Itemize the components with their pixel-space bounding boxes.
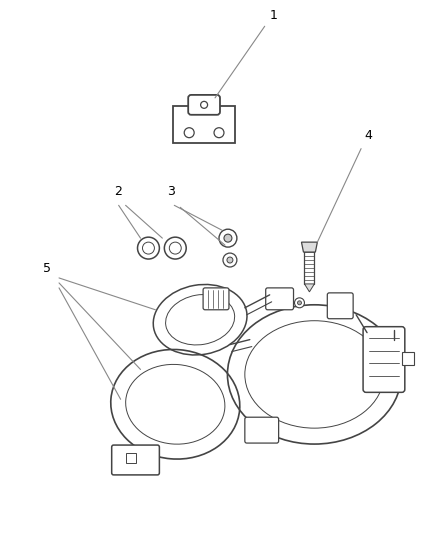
- Circle shape: [170, 242, 181, 254]
- FancyBboxPatch shape: [245, 417, 279, 443]
- Circle shape: [164, 237, 186, 259]
- FancyBboxPatch shape: [173, 106, 235, 143]
- Circle shape: [224, 234, 232, 242]
- Circle shape: [294, 298, 304, 308]
- Circle shape: [184, 128, 194, 138]
- Circle shape: [138, 237, 159, 259]
- Bar: [402, 352, 414, 366]
- Circle shape: [142, 242, 155, 254]
- Circle shape: [201, 101, 208, 108]
- FancyBboxPatch shape: [327, 293, 353, 319]
- Circle shape: [223, 253, 237, 267]
- Text: 2: 2: [114, 185, 122, 198]
- Circle shape: [297, 301, 301, 305]
- Bar: [126, 453, 135, 463]
- FancyBboxPatch shape: [112, 445, 159, 475]
- Circle shape: [219, 229, 237, 247]
- Circle shape: [214, 128, 224, 138]
- Circle shape: [227, 257, 233, 263]
- Polygon shape: [301, 242, 318, 252]
- Text: 1: 1: [270, 9, 278, 22]
- FancyBboxPatch shape: [363, 327, 405, 392]
- FancyBboxPatch shape: [266, 288, 293, 310]
- Text: 3: 3: [167, 185, 175, 198]
- Text: 4: 4: [364, 128, 372, 142]
- FancyBboxPatch shape: [203, 288, 229, 310]
- Polygon shape: [304, 284, 314, 292]
- FancyBboxPatch shape: [188, 95, 220, 115]
- Text: 5: 5: [43, 262, 51, 275]
